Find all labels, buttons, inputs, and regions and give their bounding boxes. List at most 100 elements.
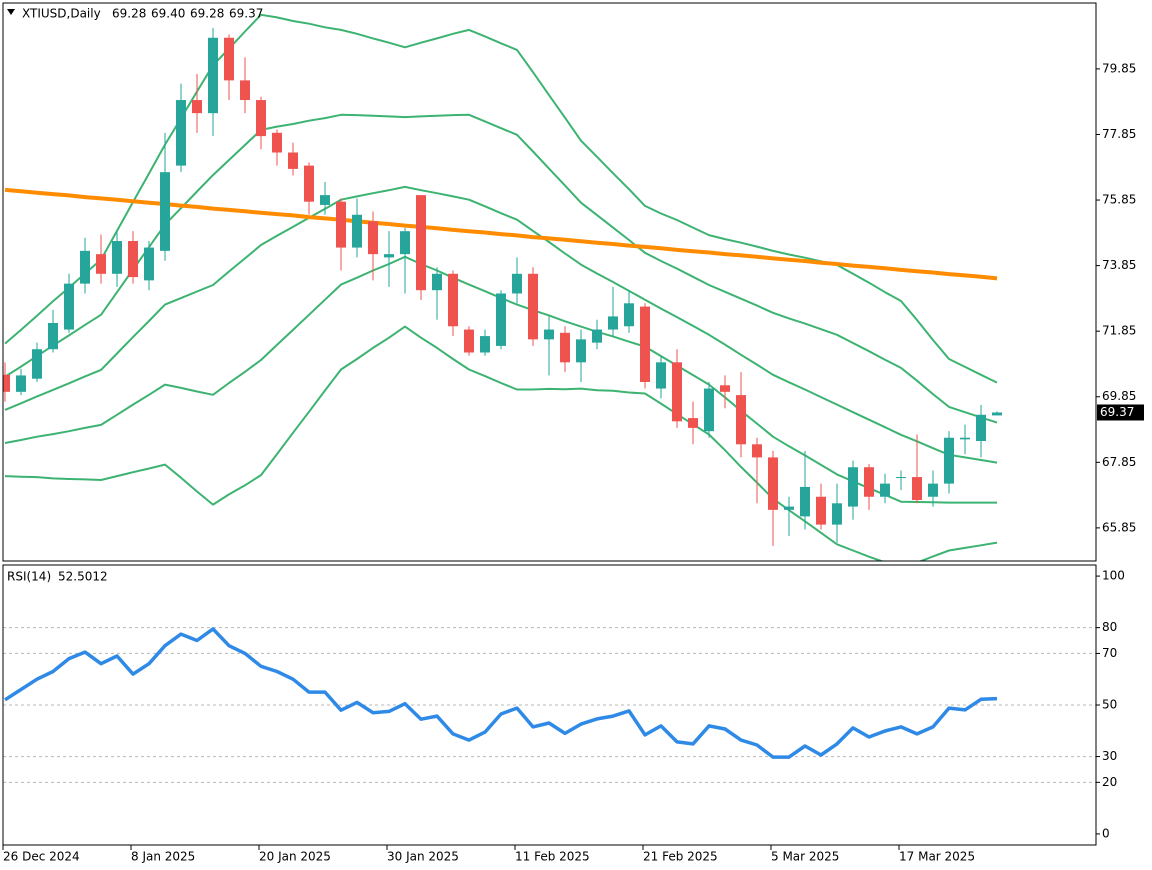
candle-body <box>512 273 522 294</box>
candle-body <box>240 80 250 101</box>
y-tick-label: 70 <box>1102 646 1117 660</box>
candle-body <box>272 132 282 153</box>
x-tick-label: 5 Mar 2025 <box>771 850 839 864</box>
bollinger-line <box>4 325 998 561</box>
y-tick-label: 100 <box>1102 569 1125 583</box>
candle-body <box>576 339 586 363</box>
x-tick-label: 30 Jan 2025 <box>387 850 459 864</box>
candle-body <box>800 486 810 517</box>
candle-body <box>752 444 762 458</box>
rsi-title: RSI(14) <box>7 570 51 584</box>
candle-body <box>48 322 58 350</box>
candle-body <box>448 273 458 327</box>
candle-body <box>208 37 218 114</box>
candle-body <box>16 375 26 392</box>
candle-body <box>224 37 234 81</box>
moving-average-line <box>4 187 998 281</box>
candle-body <box>896 477 906 479</box>
bollinger-line <box>4 185 998 464</box>
candle-body <box>112 241 122 274</box>
candle-body <box>784 506 794 510</box>
candle-body <box>768 457 778 510</box>
candle-body <box>688 418 698 428</box>
candle-body <box>704 388 714 432</box>
price-panel-plot <box>3 13 1002 561</box>
y-tick-label: 30 <box>1102 749 1117 763</box>
candle-body <box>496 293 506 346</box>
y-tick-label: 77.85 <box>1102 127 1136 141</box>
candle-body <box>992 412 1002 416</box>
symbol-title: XTIUSD,Daily <box>22 7 101 21</box>
rsi-current: 52.5012 <box>58 570 108 584</box>
y-tick-label: 0 <box>1102 826 1110 840</box>
y-tick-label: 50 <box>1102 698 1117 712</box>
x-tick-label: 11 Feb 2025 <box>515 850 590 864</box>
axes: 65.85 67.85 69.85 71.85 73.85 75.85 77.85 79.85… <box>2 61 1144 864</box>
candle-body <box>128 241 138 278</box>
candle-body <box>656 362 666 389</box>
rsi-panel-plot <box>3 627 1096 783</box>
candle-body <box>400 231 410 255</box>
candle-body <box>160 172 170 251</box>
header-low: 69.28 <box>190 7 224 21</box>
rsi-panel-frame <box>2 564 1097 846</box>
candle-body <box>336 201 346 248</box>
rsi-line <box>4 627 998 759</box>
y-tick-label: 75.85 <box>1102 193 1136 207</box>
candle-body <box>192 100 202 114</box>
candle-body <box>880 483 890 497</box>
candle-body <box>816 496 826 525</box>
candle-body <box>288 152 298 169</box>
x-tick-label: 26 Dec 2024 <box>3 850 80 864</box>
candle-body <box>528 273 538 340</box>
y-tick-label: 80 <box>1102 620 1117 634</box>
bollinger-line <box>4 113 998 424</box>
candle-body <box>80 250 90 284</box>
candle-body <box>912 477 922 501</box>
candle-body <box>32 349 42 379</box>
candle-body <box>384 254 394 258</box>
header-close: 69.37 <box>229 7 263 21</box>
candle-body <box>848 467 858 507</box>
candle-body <box>976 414 986 442</box>
header-open: 69.28 <box>112 7 146 21</box>
y-tick-label: 73.85 <box>1102 258 1136 272</box>
candle-body <box>96 254 106 274</box>
candle-body <box>672 362 682 422</box>
candle-body <box>720 385 730 392</box>
candle-body <box>608 316 618 330</box>
candle-body <box>864 467 874 497</box>
x-tick-label: 21 Feb 2025 <box>643 850 718 864</box>
candle-body <box>480 336 490 353</box>
candle-body <box>544 329 554 340</box>
candle-body <box>960 437 970 440</box>
last-price-box <box>1097 404 1144 421</box>
candle-body <box>944 437 954 484</box>
candle-body <box>928 483 938 497</box>
candle-body <box>624 303 634 327</box>
y-tick-label: 69.85 <box>1102 389 1136 403</box>
candle-body <box>560 332 570 363</box>
candle-body <box>368 221 378 255</box>
y-tick-label: 20 <box>1102 775 1117 789</box>
collapse-arrow[interactable] <box>7 9 15 15</box>
y-tick-label: 65.85 <box>1102 520 1136 534</box>
y-tick-label: 79.85 <box>1102 61 1136 75</box>
x-tick-label: 17 Mar 2025 <box>899 850 975 864</box>
candle-body <box>640 306 650 382</box>
candle-body <box>144 247 154 281</box>
candle-body <box>592 329 602 343</box>
candle-body <box>3 374 10 392</box>
candle-body <box>176 100 186 166</box>
y-tick-label: 71.85 <box>1102 324 1136 338</box>
x-tick-label: 8 Jan 2025 <box>131 850 195 864</box>
candle-body <box>832 503 842 525</box>
candle-body <box>320 195 330 205</box>
price-panel-frame <box>2 2 1097 562</box>
candle-body <box>352 214 362 248</box>
x-tick-label: 20 Jan 2025 <box>259 850 331 864</box>
candle-body <box>416 195 426 291</box>
header-high: 69.40 <box>151 7 185 21</box>
